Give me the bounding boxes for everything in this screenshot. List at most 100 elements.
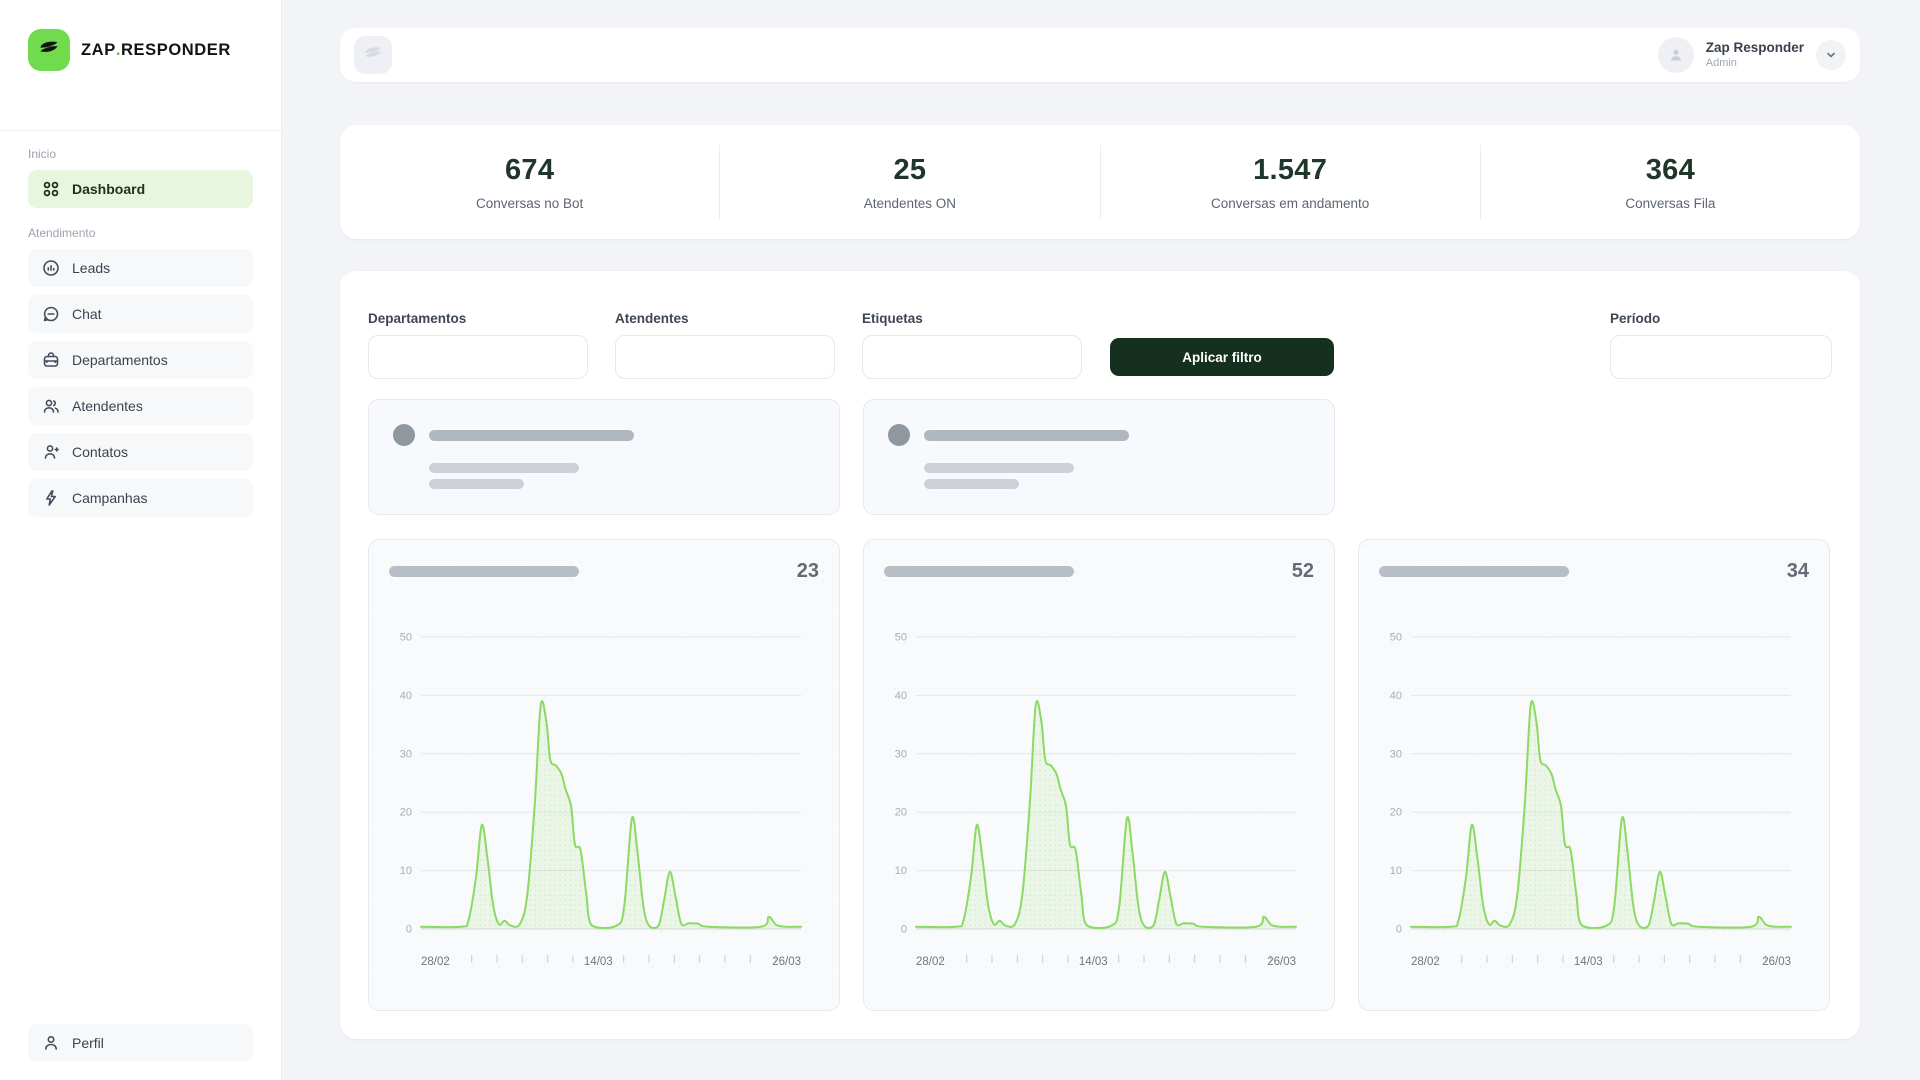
user-name: Zap Responder [1705, 39, 1804, 55]
periodo-input[interactable] [1610, 335, 1832, 379]
stat-label: Conversas Fila [1625, 195, 1716, 211]
skeleton-bar [429, 463, 579, 473]
sidebar-item-atendentes[interactable]: Atendentes [28, 387, 253, 425]
sidebar-item-label: Chat [72, 306, 102, 322]
svg-text:26/03: 26/03 [1762, 956, 1791, 968]
sidebar-item-label: Campanhas [72, 490, 148, 506]
bolt-icon [46, 490, 56, 506]
svg-text:28/02: 28/02 [916, 956, 945, 968]
field-label: Departamentos [368, 311, 467, 326]
topbar-logo [354, 36, 392, 74]
user-chip[interactable]: Zap Responder Admin [1657, 37, 1846, 73]
svg-text:30: 30 [400, 748, 412, 760]
skeleton-row [368, 399, 1832, 515]
field-atendentes: Atendentes [615, 311, 835, 379]
svg-text:50: 50 [400, 632, 412, 644]
svg-text:0: 0 [1396, 924, 1402, 936]
user-menu-button[interactable] [1816, 40, 1846, 70]
svg-text:10: 10 [895, 865, 907, 877]
briefcase-icon [43, 352, 59, 367]
skeleton-circle [888, 424, 910, 446]
sidebar-item-perfil[interactable]: Perfil [28, 1024, 253, 1062]
user-plus-icon [44, 445, 59, 459]
sidebar-item-dashboard[interactable]: Dashboard [28, 170, 253, 208]
svg-text:50: 50 [895, 632, 907, 644]
apply-filter-button[interactable]: Aplicar filtro [1110, 338, 1334, 376]
area-chart: 0 10 20 30 40 50 28/02 14/03 26/03 [1390, 632, 1792, 968]
svg-text:30: 30 [895, 748, 907, 760]
stat-atendentes-on: 25 Atendentes ON [719, 145, 1099, 219]
stat-value: 674 [504, 153, 555, 186]
area-chart: 0 10 20 30 40 50 28/02 14/03 26/03 [895, 632, 1297, 968]
stat-conversas-bot: 674 Conversas no Bot [340, 145, 719, 219]
stats-card: 674 Conversas no Bot 25 Atendentes ON 1.… [340, 125, 1860, 239]
sidebar-item-label: Contatos [72, 444, 129, 460]
stat-value: 1.547 [1253, 153, 1328, 186]
sidebar-item-contatos[interactable]: Contatos [28, 433, 253, 471]
sidebar-item-chat[interactable]: Chat [28, 295, 253, 333]
sidebar-item-leads[interactable]: Leads [28, 249, 253, 287]
svg-text:28/02: 28/02 [1411, 956, 1440, 968]
stat-conversas-andamento: 1.547 Conversas em andamento [1099, 145, 1480, 219]
users-icon [43, 399, 59, 413]
stat-value: 25 [893, 153, 927, 186]
sidebar-item-label: Perfil [72, 1035, 104, 1051]
field-departamentos: Departamentos [368, 311, 588, 379]
skeleton-circle [393, 424, 415, 446]
sidebar-section-atendimento: Atendimento [28, 226, 96, 240]
skeleton-bar [429, 479, 524, 489]
sidebar-item-label: Atendentes [72, 398, 143, 414]
stat-conversas-fila: 364 Conversas Fila [1479, 145, 1860, 219]
chart-total: 34 [1786, 560, 1809, 582]
skeleton-card [368, 399, 840, 515]
field-label: Período [1610, 311, 1661, 326]
field-label: Atendentes [615, 311, 689, 326]
sidebar-item-departamentos[interactable]: Departamentos [28, 341, 253, 379]
leads-icon [43, 260, 59, 276]
sidebar-spacer [28, 517, 253, 1016]
atendentes-input[interactable] [615, 335, 835, 379]
departamentos-input[interactable] [368, 335, 588, 379]
skeleton-bar [924, 463, 1074, 473]
svg-text:14/03: 14/03 [584, 956, 613, 968]
chevron-down-icon [1827, 52, 1835, 58]
avatar-icon [1670, 49, 1681, 61]
brand-logo: ZAP.RESPONDER [28, 28, 253, 72]
dashboard-panel: Departamentos Atendentes Etiquetas Aplic… [340, 271, 1860, 1039]
skeleton-bar [1379, 566, 1569, 577]
stat-value: 364 [1645, 153, 1696, 186]
zap-z-icon [40, 41, 58, 52]
sidebar: ZAP.RESPONDER Inicio Dashboard Atendimen… [0, 0, 282, 1080]
svg-text:10: 10 [1390, 865, 1402, 877]
zap-z-faded-icon [365, 47, 381, 57]
chart-card-2: 52 0 10 20 30 40 50 28/02 14/03 26/03 [863, 539, 1335, 1011]
svg-text:0: 0 [901, 924, 907, 936]
sidebar-item-label: Dashboard [72, 181, 146, 197]
chat-icon [43, 306, 59, 322]
svg-text:14/03: 14/03 [1574, 956, 1603, 968]
stat-label: Conversas em andamento [1210, 195, 1370, 211]
brand-logo-icon [28, 29, 70, 71]
etiquetas-input[interactable] [862, 335, 1082, 379]
svg-text:40: 40 [400, 690, 412, 702]
chart-total: 23 [796, 560, 819, 582]
chart-card-3: 34 0 10 20 30 40 50 28/02 14/03 26/03 [1358, 539, 1830, 1011]
skeleton-card [863, 399, 1335, 515]
area-chart: 0 10 20 30 40 50 28/02 14/03 26/03 [400, 632, 802, 968]
svg-text:40: 40 [895, 690, 907, 702]
filter-row: Departamentos Atendentes Etiquetas Aplic… [368, 311, 1832, 379]
svg-text:0: 0 [406, 924, 412, 936]
chart-total: 52 [1291, 560, 1314, 582]
skeleton-bar [429, 429, 634, 441]
main-content: Zap Responder Admin 674 Conversas no Bot… [282, 0, 1920, 1080]
sidebar-item-campanhas[interactable]: Campanhas [28, 479, 253, 517]
svg-text:26/03: 26/03 [772, 956, 801, 968]
user-icon [45, 1035, 57, 1050]
field-label: Etiquetas [862, 311, 923, 326]
topbar: Zap Responder Admin [340, 28, 1860, 82]
sidebar-item-label: Departamentos [72, 352, 168, 368]
field-periodo: Período [1610, 311, 1832, 379]
stat-label: Conversas no Bot [475, 195, 584, 211]
stat-label: Atendentes ON [863, 195, 957, 211]
chart-card-1: 23 0 10 20 30 40 50 28/02 14/03 26/03 [368, 539, 840, 1011]
